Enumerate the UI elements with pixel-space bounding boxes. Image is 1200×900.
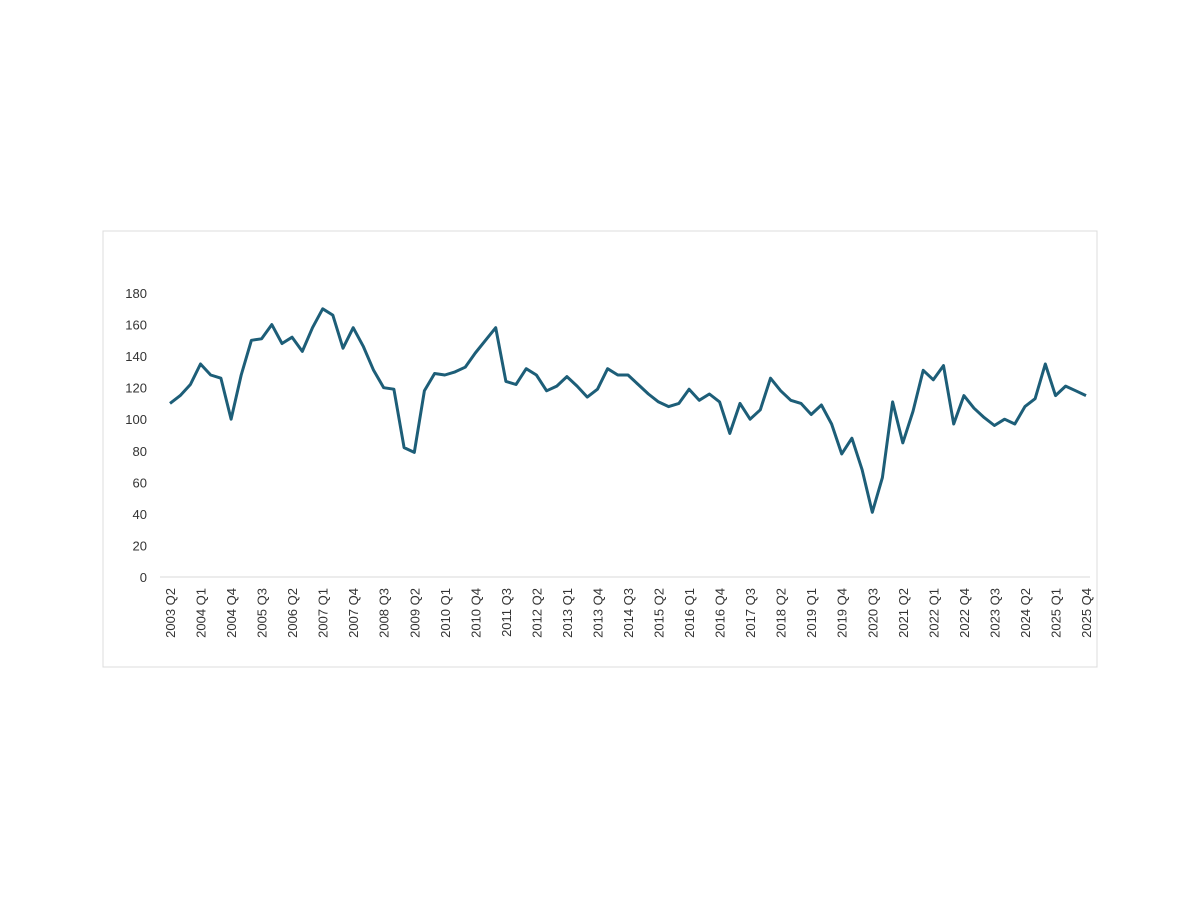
x-tick-label: 2023 Q3	[987, 588, 1002, 638]
y-tick-label: 120	[125, 381, 147, 396]
x-tick-label: 2008 Q3	[377, 588, 392, 638]
x-tick-label: 2005 Q3	[255, 588, 270, 638]
y-tick-label: 20	[133, 538, 147, 553]
x-tick-label: 2022 Q1	[926, 588, 941, 638]
y-tick-label: 60	[133, 475, 147, 490]
x-tick-label: 2007 Q4	[346, 588, 361, 638]
x-tick-label: 2004 Q4	[224, 588, 239, 638]
y-tick-label: 140	[125, 349, 147, 364]
x-tick-label: 2012 Q2	[529, 588, 544, 638]
x-tick-label: 2010 Q4	[468, 588, 483, 638]
x-tick-label: 2025 Q1	[1048, 588, 1063, 638]
x-tick-label: 2019 Q4	[835, 588, 850, 638]
x-tick-label: 2016 Q4	[713, 588, 728, 638]
x-tick-label: 2020 Q3	[865, 588, 880, 638]
x-tick-label: 2018 Q2	[774, 588, 789, 638]
y-tick-label: 80	[133, 444, 147, 459]
chart-frame	[102, 230, 1098, 668]
x-tick-label: 2021 Q2	[896, 588, 911, 638]
y-tick-label: 100	[125, 412, 147, 427]
x-tick-label: 2015 Q2	[652, 588, 667, 638]
y-tick-label: 40	[133, 507, 147, 522]
x-tick-label: 2019 Q1	[804, 588, 819, 638]
x-tick-label: 2004 Q1	[194, 588, 209, 638]
x-tick-label: 2016 Q1	[682, 588, 697, 638]
x-tick-label: 2022 Q4	[957, 588, 972, 638]
x-tick-label: 2025 Q4	[1079, 588, 1094, 638]
x-tick-label: 2013 Q1	[560, 588, 575, 638]
x-tick-label: 2011 Q3	[499, 588, 514, 637]
x-tick-label: 2010 Q1	[438, 588, 453, 638]
x-tick-label: 2003 Q2	[163, 588, 178, 638]
x-tick-label: 2013 Q4	[590, 588, 605, 638]
x-tick-label: 2006 Q2	[285, 588, 300, 638]
x-tick-label: 2014 Q3	[621, 588, 636, 638]
y-tick-label: 0	[140, 570, 147, 585]
y-tick-label: 180	[125, 286, 147, 301]
x-tick-label: 2017 Q3	[743, 588, 758, 638]
y-tick-label: 160	[125, 318, 147, 333]
x-tick-label: 2009 Q2	[407, 588, 422, 638]
data-line	[169, 307, 1087, 514]
x-tick-label: 2007 Q1	[316, 588, 331, 638]
x-tick-label: 2024 Q2	[1018, 588, 1033, 638]
